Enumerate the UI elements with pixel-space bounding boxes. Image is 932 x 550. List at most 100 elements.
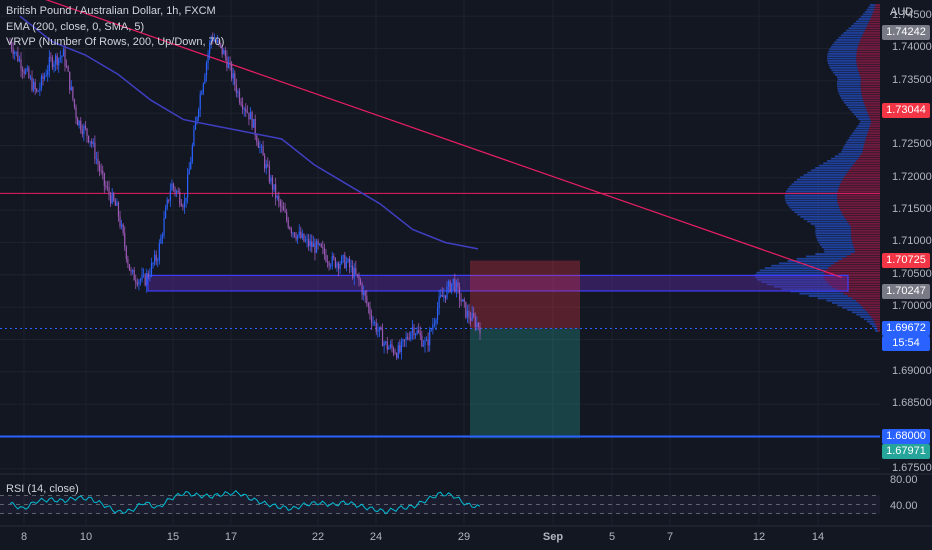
candle-body <box>199 94 201 110</box>
volume-profile-row-down <box>832 285 880 288</box>
candle-body <box>452 278 454 284</box>
volume-profile-row-up <box>856 115 870 118</box>
candle-body <box>364 291 366 297</box>
candle-body <box>180 203 182 207</box>
volume-profile-row-up <box>847 139 866 141</box>
candle-body <box>457 282 459 288</box>
volume-profile-row-down <box>870 122 880 125</box>
volume-profile-row-down <box>844 176 880 179</box>
candle-body <box>36 89 38 92</box>
candle-body <box>422 345 425 347</box>
candle-body <box>460 300 462 302</box>
volume-profile-row-down <box>869 115 880 118</box>
candle-body <box>253 119 255 128</box>
candle-body <box>361 284 363 295</box>
candle-body <box>193 129 195 146</box>
volume-profile-row-down <box>851 239 880 242</box>
volume-profile-row-down <box>856 60 880 62</box>
volume-profile-row-down <box>863 146 880 148</box>
candle-body <box>48 57 50 71</box>
time-tick: 15 <box>166 531 180 543</box>
volume-profile-row-down <box>862 34 880 37</box>
volume-profile-row-up <box>831 157 858 160</box>
candle-body <box>474 317 476 328</box>
volume-profile-row-up <box>784 197 838 200</box>
candle-body <box>135 280 137 283</box>
candle-body <box>176 191 178 193</box>
candle-body <box>432 324 434 330</box>
volume-profile-row-down <box>837 201 880 204</box>
rsi-tick-40: 40.00 <box>890 500 918 512</box>
price-tick: 1.67500 <box>892 461 932 474</box>
candle-body <box>154 254 156 264</box>
volume-profile-row-up <box>837 85 861 88</box>
volume-profile-row-down <box>863 148 880 151</box>
candle-body <box>172 183 175 189</box>
volume-profile-row-up <box>856 20 870 23</box>
candle-body <box>408 338 410 340</box>
price-tag: 1.68000 <box>882 428 930 444</box>
candle-body <box>237 91 239 93</box>
volume-profile-row-up <box>853 113 869 116</box>
candle-body <box>103 173 105 186</box>
trend-line <box>45 0 843 278</box>
volume-profile-row-down <box>826 281 880 283</box>
candle-body <box>196 117 198 123</box>
volume-profile-row-up <box>803 174 846 176</box>
candle-body <box>413 327 415 336</box>
volume-profile-row-down <box>865 106 880 109</box>
candle-body <box>444 295 447 299</box>
candle-body <box>56 55 58 66</box>
candle-body <box>34 81 36 90</box>
volume-profile-row-up <box>819 243 853 246</box>
candle-body <box>111 193 113 204</box>
candle-body <box>238 91 241 102</box>
candle-body <box>100 170 102 172</box>
volume-profile-row-down <box>861 94 880 97</box>
candle-body <box>40 76 43 88</box>
volume-profile-row-down <box>851 297 880 300</box>
candle-body <box>191 145 193 162</box>
volume-profile-row-down <box>855 299 880 302</box>
candle-body <box>117 202 120 217</box>
candle-body <box>102 170 104 174</box>
volume-profile-row-down <box>850 253 880 256</box>
candle-body <box>374 322 376 324</box>
candle-body <box>91 141 93 144</box>
symbol-title: British Pound / Australian Dollar, 1h, F… <box>6 5 216 17</box>
candle-body <box>256 135 258 143</box>
volume-profile-row-down <box>866 134 880 137</box>
volume-profile-row-down <box>860 83 880 86</box>
candle-body <box>166 199 168 209</box>
candle-body <box>42 76 44 80</box>
candle-body <box>70 86 72 90</box>
volume-profile-row-up <box>815 232 851 235</box>
candle-body <box>454 278 456 292</box>
volume-profile-row-up <box>827 160 857 162</box>
candle-body <box>380 327 382 330</box>
volume-profile-row-down <box>868 113 880 116</box>
candle-body <box>28 68 30 78</box>
time-tick: 24 <box>369 531 383 543</box>
candle-body <box>31 77 33 91</box>
volume-profile-row-up <box>833 71 859 74</box>
price-tick: 1.70500 <box>892 267 932 280</box>
volume-profile-row-up <box>787 188 839 190</box>
candle-body <box>54 55 57 64</box>
volume-profile-row-down <box>860 85 880 88</box>
candle-body <box>462 299 464 302</box>
candle-body <box>198 109 200 118</box>
candle-body <box>94 142 96 159</box>
volume-profile-row-down <box>847 220 880 223</box>
volume-profile-row-up <box>860 120 872 123</box>
volume-profile-row-up <box>838 36 862 39</box>
candle-body <box>260 146 263 148</box>
candle-body <box>477 322 480 327</box>
candle-body <box>194 122 197 130</box>
price-tick: 1.72500 <box>892 138 932 151</box>
candle-body <box>43 75 46 80</box>
candle-body <box>414 333 417 336</box>
candle-body <box>146 273 148 286</box>
